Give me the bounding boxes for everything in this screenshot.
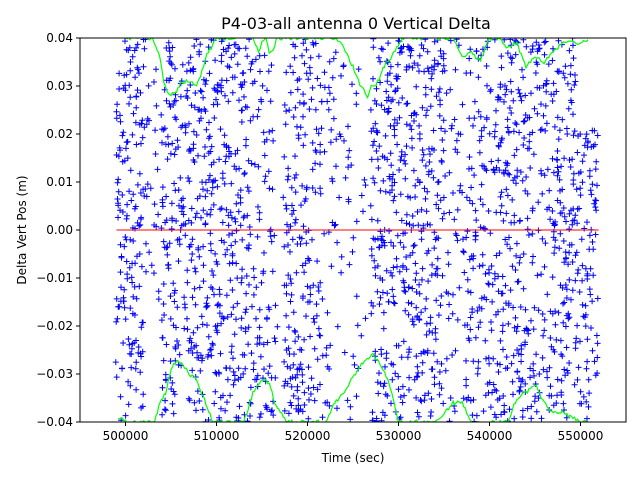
y-tick-label: −0.03 [36,367,73,381]
x-tick-label: 510000 [194,429,240,443]
y-axis: −0.04 −0.03 −0.02 −0.01 0.00 0.01 0.02 0.03 0.04 [36,31,80,429]
y-tick-label: 0.03 [46,79,73,93]
x-tick-label: 520000 [285,429,331,443]
envelope-lines [118,38,589,422]
envelope-series-1 [118,352,587,422]
scatter-band-15 [494,38,529,422]
scatter-band-10 [317,49,360,422]
y-tick-label: −0.04 [36,415,73,429]
scatter-band-7 [274,194,288,330]
y-axis-label: Delta Vert Pos (m) [15,175,29,284]
y-tick-label: 0.02 [46,127,73,141]
scatter-band-16 [522,38,556,422]
scatter-points [112,38,601,422]
scatter-band-0 [112,38,147,422]
scatter-band-4 [185,38,225,422]
x-axis: 500000 510000 520000 530000 540000 550000 [103,422,604,443]
scatter-band-2 [158,39,179,418]
y-tick-label: −0.02 [36,319,73,333]
x-tick-label: 500000 [103,429,149,443]
x-tick-label: 530000 [376,429,422,443]
scatter-band-13 [440,38,470,422]
x-tick-label: 540000 [467,429,513,443]
y-tick-label: 0.01 [46,175,73,189]
scatter-band-18 [572,127,601,422]
scatter-band-8 [281,38,310,417]
plot-area [112,38,601,422]
x-tick-label: 550000 [558,429,604,443]
scatter-band-6 [245,38,279,421]
y-tick-label: 0.04 [46,31,73,45]
y-tick-label: −0.01 [36,271,73,285]
scatter-band-9 [303,39,324,422]
scatter-band-5 [217,38,252,422]
chart-title: P4-03-all antenna 0 Vertical Delta [221,14,491,33]
scatter-band-1 [140,38,165,303]
scatter-band-11 [354,66,369,372]
scatter-band-17 [549,38,579,421]
y-tick-label: 0.00 [46,223,73,237]
scatter-band-14 [463,38,502,422]
envelope-series-0 [118,38,589,100]
x-axis-label: Time (sec) [321,451,385,465]
scatter-band-12 [367,38,447,422]
scatter-band-3 [172,59,193,369]
